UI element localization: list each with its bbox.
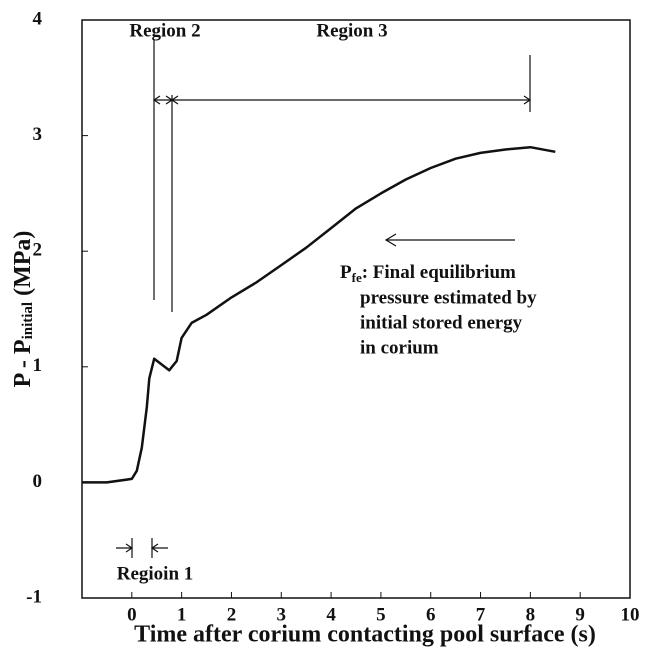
x-tick-label: 6: [426, 604, 436, 625]
y-tick-label: 2: [33, 240, 43, 261]
y-tick-label: 0: [33, 471, 43, 492]
data-line: [82, 145, 556, 484]
y-tick-label: 4: [33, 8, 43, 29]
region-label: Region 3: [316, 20, 387, 41]
pfe-line: initial stored energy: [360, 312, 523, 333]
x-tick-label: 3: [277, 604, 287, 625]
region-label: Region 2: [129, 20, 200, 41]
x-tick-label: 10: [621, 604, 640, 625]
x-tick-label: 5: [376, 604, 386, 625]
x-axis-title: Time after corium contacting pool surfac…: [134, 622, 596, 648]
x-tick-label: 1: [177, 604, 187, 625]
pfe-note: Pfe: Final equilibrium: [340, 262, 516, 285]
y-title-main: P - P: [10, 339, 36, 387]
x-tick-label: 0: [127, 604, 137, 625]
x-tick-label: 8: [526, 604, 536, 625]
y-title-sub: initial: [20, 302, 36, 340]
y-tick-label: 1: [33, 355, 43, 376]
x-tick-label: 2: [227, 604, 237, 625]
y-title-unit: (MPa): [10, 231, 36, 302]
plot-frame: [81, 19, 631, 599]
x-tick-label: 4: [326, 604, 336, 625]
pfe-symbol: P: [340, 262, 352, 283]
y-axis-title: P - Pinitial (MPa): [10, 231, 37, 388]
annotation-arrows: [116, 40, 532, 558]
pfe-line: : Final equilibrium: [362, 262, 516, 283]
pfe-line: pressure estimated by: [360, 287, 537, 308]
region-label: Regioin 1: [117, 563, 194, 584]
y-tick-label: 3: [33, 124, 43, 145]
pfe-sub: fe: [352, 270, 362, 285]
y-tick-label: -1: [26, 586, 42, 607]
pfe-line: in corium: [360, 337, 439, 358]
x-tick-label: 7: [476, 604, 486, 625]
x-tick-label: 9: [575, 604, 585, 625]
